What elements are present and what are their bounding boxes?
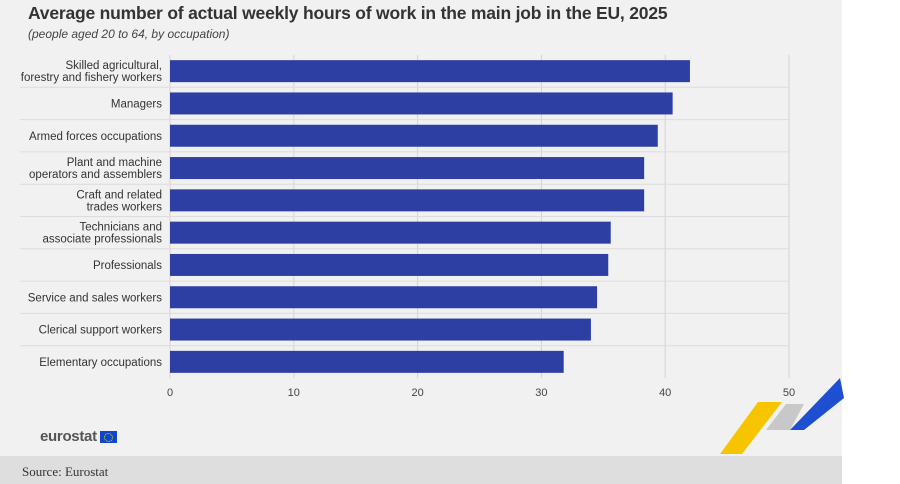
bar: [170, 157, 645, 180]
category-label: Clerical support workers: [39, 325, 163, 337]
category-label: Armed forces occupations: [29, 131, 162, 143]
chart-subtitle: (people aged 20 to 64, by occupation): [28, 27, 230, 41]
category-label: Craft and related: [76, 189, 162, 201]
bar: [170, 286, 598, 309]
x-tick-label: 40: [659, 387, 671, 399]
chart-title: Average number of actual weekly hours of…: [28, 3, 668, 23]
footer-bar: Source: Eurostat: [0, 456, 842, 484]
x-tick-label: 50: [783, 387, 795, 399]
logo-text: eurostat: [40, 428, 97, 445]
category-label: Professionals: [93, 260, 162, 272]
bar: [170, 92, 673, 115]
source-note: Source: Eurostat: [22, 464, 109, 479]
bar: [170, 318, 591, 341]
x-tick-label: 10: [288, 387, 300, 399]
category-label: Technicians and: [80, 222, 162, 234]
x-tick-label: 0: [167, 387, 173, 399]
category-label: Elementary occupations: [39, 357, 162, 369]
category-label: Skilled agricultural,: [65, 60, 162, 72]
bar: [170, 221, 611, 244]
category-label: Plant and machine: [67, 157, 162, 169]
eurostat-swoosh-icon: [720, 378, 844, 454]
category-label: forestry and fishery workers: [21, 72, 162, 84]
category-label: Service and sales workers: [28, 292, 162, 304]
x-tick-label: 20: [411, 387, 423, 399]
bar: [170, 60, 690, 83]
bar: [170, 124, 658, 147]
bar: [170, 350, 564, 373]
category-label: trades workers: [87, 201, 163, 213]
bar: [170, 253, 609, 276]
x-tick-label: 30: [535, 387, 547, 399]
category-label: associate professionals: [42, 234, 162, 246]
category-label: operators and assemblers: [29, 169, 162, 181]
eu-flag-icon: [99, 430, 117, 443]
bar-chart: 0 10 20 30 40 50 Skilled agricultural,forestry…: [20, 55, 795, 399]
bar: [170, 189, 645, 212]
category-label: Managers: [111, 98, 162, 110]
eurostat-logo: eurostat: [40, 428, 117, 445]
